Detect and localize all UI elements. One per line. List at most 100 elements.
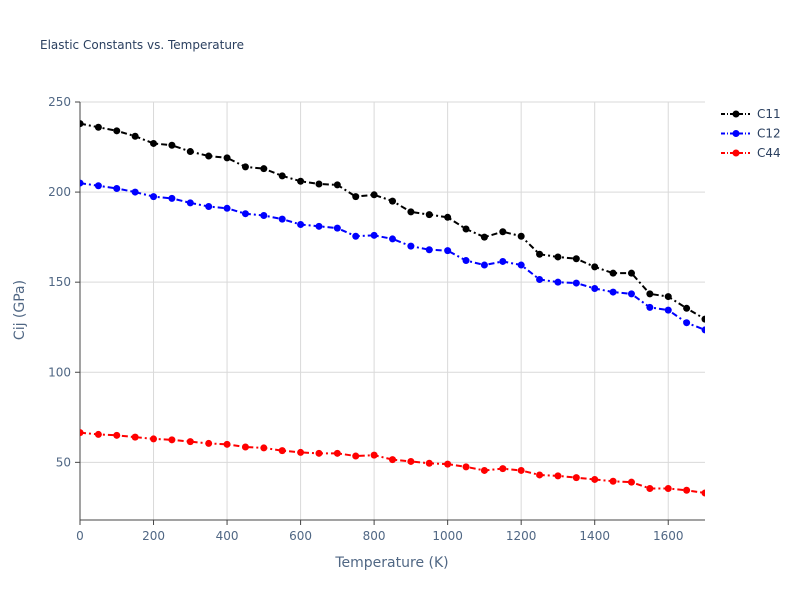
data-point-C11 xyxy=(131,132,139,140)
data-point-C11 xyxy=(94,123,102,131)
data-point-C44 xyxy=(591,475,599,483)
data-point-C11 xyxy=(370,191,378,199)
data-point-C12 xyxy=(223,204,231,212)
data-point-C11 xyxy=(480,233,488,241)
data-point-C11 xyxy=(572,255,580,263)
data-point-C44 xyxy=(223,440,231,448)
data-point-C11 xyxy=(664,293,672,301)
legend-item-C11[interactable]: C11 xyxy=(721,107,781,121)
data-point-C44 xyxy=(168,436,176,444)
data-point-C44 xyxy=(315,449,323,457)
data-point-C12 xyxy=(94,182,102,190)
data-point-C12 xyxy=(407,242,415,250)
data-point-C12 xyxy=(554,278,562,286)
data-point-C11 xyxy=(646,290,654,298)
data-point-C11 xyxy=(223,154,231,162)
y-tick-label: 100 xyxy=(48,365,71,379)
data-point-C44 xyxy=(80,429,84,437)
data-point-C12 xyxy=(444,247,452,255)
data-point-C11 xyxy=(462,225,470,233)
x-tick-label: 600 xyxy=(289,529,312,543)
data-point-C44 xyxy=(444,460,452,468)
data-point-C44 xyxy=(407,457,415,465)
data-point-C12 xyxy=(131,188,139,196)
data-point-C12 xyxy=(352,232,360,240)
data-point-C44 xyxy=(425,459,433,467)
data-point-C11 xyxy=(609,269,617,277)
data-point-C12 xyxy=(683,319,691,327)
data-point-C44 xyxy=(554,472,562,480)
x-tick-label: 400 xyxy=(216,529,239,543)
data-point-C11 xyxy=(683,304,691,312)
legend-item-C44[interactable]: C44 xyxy=(721,146,781,160)
data-point-C12 xyxy=(609,288,617,296)
series-layer xyxy=(80,120,705,497)
data-point-C44 xyxy=(186,438,194,446)
data-point-C44 xyxy=(352,452,360,460)
legend-label-C44: C44 xyxy=(757,146,781,160)
data-point-C11 xyxy=(352,193,360,201)
data-point-C11 xyxy=(627,269,635,277)
data-point-C11 xyxy=(241,163,249,171)
data-point-C44 xyxy=(113,431,121,439)
data-point-C11 xyxy=(425,211,433,219)
legend[interactable]: C11 C12 C44 xyxy=(721,107,781,160)
data-point-C11 xyxy=(499,228,507,236)
data-point-C44 xyxy=(94,430,102,438)
data-point-C12 xyxy=(113,184,121,192)
data-point-C44 xyxy=(333,449,341,457)
data-point-C11 xyxy=(260,165,268,173)
data-point-C12 xyxy=(205,203,213,210)
data-point-C44 xyxy=(499,465,507,473)
data-point-C12 xyxy=(425,246,433,254)
data-point-C44 xyxy=(260,444,268,452)
data-point-C12 xyxy=(499,257,507,265)
data-point-C11 xyxy=(536,250,544,258)
data-point-C12 xyxy=(260,212,268,220)
legend-marker-C44 xyxy=(732,149,740,157)
data-point-C12 xyxy=(80,179,84,187)
x-tick-label: 1600 xyxy=(653,529,684,543)
data-point-C11 xyxy=(333,181,341,189)
x-tick-label: 1400 xyxy=(579,529,610,543)
data-point-C12 xyxy=(297,221,305,229)
y-tick-label: 200 xyxy=(48,185,71,199)
data-point-C11 xyxy=(315,180,323,188)
data-point-C44 xyxy=(683,486,691,494)
data-point-C44 xyxy=(370,451,378,459)
data-point-C12 xyxy=(462,257,470,265)
data-point-C44 xyxy=(627,478,635,486)
data-point-C11 xyxy=(205,152,213,160)
legend-marker-C11 xyxy=(732,110,740,118)
data-point-C44 xyxy=(609,477,617,485)
data-point-C11 xyxy=(444,213,452,221)
data-point-C11 xyxy=(701,315,705,323)
data-point-C12 xyxy=(572,279,580,287)
data-point-C12 xyxy=(315,222,323,230)
data-point-C11 xyxy=(168,141,176,149)
data-point-C12 xyxy=(627,290,635,298)
data-point-C12 xyxy=(701,326,705,334)
data-point-C44 xyxy=(131,433,139,441)
data-point-C12 xyxy=(150,193,158,201)
data-point-C44 xyxy=(462,463,470,471)
data-point-C44 xyxy=(664,484,672,492)
data-point-C44 xyxy=(480,466,488,474)
data-point-C11 xyxy=(278,172,286,180)
data-point-C12 xyxy=(168,194,176,202)
data-point-C44 xyxy=(646,484,654,492)
legend-item-C12[interactable]: C12 xyxy=(721,127,781,141)
data-point-C11 xyxy=(591,263,599,271)
data-point-C12 xyxy=(646,303,654,311)
y-tick-label: 150 xyxy=(48,275,71,289)
axis-layer: 0 200 400 600 800 1000 1200 1400 1600 50 100 150 200… xyxy=(48,95,705,543)
data-point-C12 xyxy=(664,306,672,314)
data-point-C11 xyxy=(389,197,396,205)
data-point-C44 xyxy=(150,435,158,443)
data-point-C12 xyxy=(591,284,599,292)
data-point-C11 xyxy=(554,253,562,261)
data-point-C11 xyxy=(150,139,158,147)
data-point-C44 xyxy=(297,448,305,456)
y-tick-label: 250 xyxy=(48,95,71,109)
